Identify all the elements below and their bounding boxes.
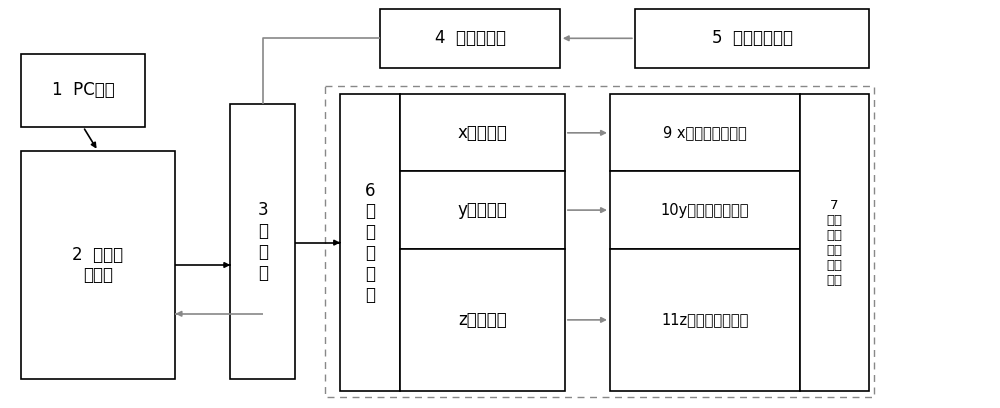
Bar — [340, 94, 400, 391]
Bar — [230, 104, 295, 379]
Text: 1  PC主机: 1 PC主机 — [52, 81, 114, 99]
Bar — [380, 9, 560, 68]
Text: 10y轴方向运动机构: 10y轴方向运动机构 — [660, 203, 749, 217]
Text: 2  嵌入式
控制器: 2 嵌入式 控制器 — [72, 246, 124, 284]
Text: 5  三维力传感器: 5 三维力传感器 — [712, 29, 793, 47]
Text: y轴驱动器: y轴驱动器 — [458, 201, 507, 219]
Bar — [610, 249, 800, 391]
Bar — [21, 151, 175, 379]
Bar — [400, 171, 565, 249]
Text: 11z轴方向运动机构: 11z轴方向运动机构 — [661, 313, 748, 327]
Text: 6
伺
服
驱
动
器: 6 伺 服 驱 动 器 — [365, 182, 375, 304]
Bar — [610, 171, 800, 249]
Text: 7
三及
坐传
标动
驱机
动构: 7 三及 坐传 标动 驱机 动构 — [827, 199, 843, 287]
Text: z轴驱动器: z轴驱动器 — [458, 311, 507, 329]
Text: 3
端
子
板: 3 端 子 板 — [258, 202, 268, 282]
Text: 9 x轴方向运动机构: 9 x轴方向运动机构 — [663, 125, 747, 140]
Bar — [21, 53, 145, 127]
Bar — [325, 86, 874, 397]
Text: 4  信号放大器: 4 信号放大器 — [435, 29, 506, 47]
Bar — [800, 94, 869, 391]
Text: x轴驱动器: x轴驱动器 — [458, 124, 507, 142]
Bar — [400, 94, 565, 171]
Bar — [635, 9, 869, 68]
Bar — [610, 94, 800, 171]
Bar — [400, 249, 565, 391]
